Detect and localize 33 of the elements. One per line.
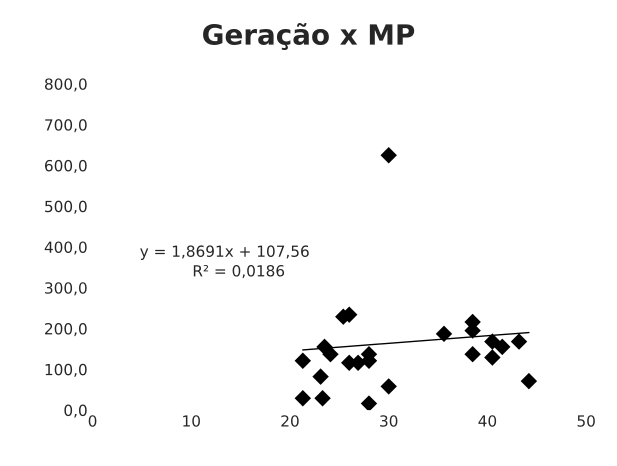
x-tick-label: 40	[478, 415, 496, 427]
point	[520, 372, 538, 390]
x-tick-label: 10	[183, 415, 200, 427]
y-tick-label: 0,0	[64, 404, 87, 418]
x-tick-label: 0	[88, 415, 96, 427]
point	[360, 395, 378, 410]
point	[464, 346, 481, 362]
y-tick-label: 400,0	[44, 241, 87, 255]
y-tick-label: 700,0	[45, 119, 87, 132]
point	[322, 346, 339, 362]
point	[294, 352, 312, 369]
x-tick-label: 20	[281, 415, 299, 427]
point	[494, 338, 510, 356]
annotation: y = 1,8691x + 107,56	[140, 245, 309, 260]
annotation: R² = 0,0186	[194, 265, 284, 278]
x-tick-label: 50	[578, 415, 595, 427]
y-tick-label: 500,0	[45, 200, 87, 214]
chart-title: Geração x MP	[203, 22, 414, 50]
y-tick-label: 300,0	[45, 282, 87, 296]
y-tick-label: 100,0	[46, 364, 87, 377]
point	[380, 378, 397, 395]
point	[294, 390, 312, 406]
point	[380, 147, 397, 164]
point	[436, 326, 452, 342]
y-tick-label: 600,0	[45, 160, 87, 174]
x-tick-label: 30	[380, 415, 398, 427]
point	[312, 368, 329, 385]
y-tick-label: 800,0	[44, 78, 87, 92]
point	[484, 333, 501, 350]
point	[484, 349, 501, 366]
point	[510, 333, 528, 350]
y-tick-label: 200,0	[45, 322, 87, 336]
point	[314, 390, 331, 406]
